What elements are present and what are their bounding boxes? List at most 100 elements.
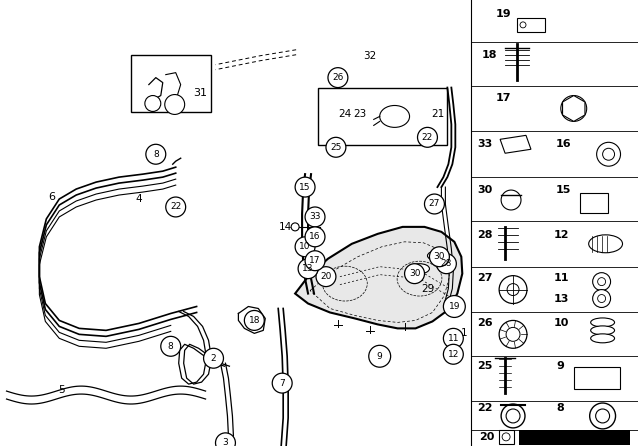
Circle shape — [561, 95, 587, 121]
Circle shape — [316, 267, 336, 287]
Circle shape — [305, 207, 325, 227]
Text: 22: 22 — [477, 403, 493, 413]
Polygon shape — [563, 95, 585, 121]
Text: 26: 26 — [332, 73, 344, 82]
Circle shape — [444, 296, 465, 318]
Circle shape — [499, 320, 527, 348]
Text: 30: 30 — [477, 185, 493, 195]
Text: 15: 15 — [300, 183, 311, 192]
Text: 21: 21 — [431, 109, 444, 120]
Polygon shape — [519, 430, 630, 445]
Circle shape — [596, 142, 621, 166]
Text: 30: 30 — [434, 252, 445, 261]
Circle shape — [598, 294, 605, 302]
Ellipse shape — [591, 334, 614, 343]
Text: 2: 2 — [211, 354, 216, 363]
Text: 11: 11 — [447, 334, 459, 343]
Text: 8: 8 — [168, 342, 173, 351]
Circle shape — [272, 373, 292, 393]
Text: 9: 9 — [556, 361, 564, 371]
Text: 10: 10 — [300, 242, 311, 251]
Text: 33: 33 — [309, 212, 321, 221]
Text: 27: 27 — [477, 273, 493, 283]
Circle shape — [417, 127, 437, 147]
Circle shape — [298, 259, 318, 279]
Ellipse shape — [589, 235, 623, 253]
Circle shape — [596, 409, 609, 423]
Text: 20: 20 — [320, 272, 332, 281]
Circle shape — [295, 177, 315, 197]
Circle shape — [369, 345, 390, 367]
Circle shape — [305, 227, 325, 247]
Circle shape — [404, 264, 424, 284]
Text: 9: 9 — [377, 352, 383, 361]
Text: 7: 7 — [279, 379, 285, 388]
Circle shape — [444, 328, 463, 348]
Text: 32: 32 — [363, 51, 376, 61]
Circle shape — [568, 103, 580, 114]
Text: 26: 26 — [477, 319, 493, 328]
Text: 22: 22 — [422, 133, 433, 142]
Ellipse shape — [591, 318, 614, 327]
Circle shape — [295, 237, 315, 257]
Circle shape — [506, 409, 520, 423]
Text: 28: 28 — [477, 230, 493, 240]
Text: 15: 15 — [556, 185, 572, 195]
Text: 28: 28 — [441, 259, 452, 268]
Circle shape — [305, 251, 325, 271]
Text: 18: 18 — [248, 316, 260, 325]
Circle shape — [326, 138, 346, 157]
Text: 3: 3 — [223, 438, 228, 447]
Circle shape — [216, 433, 236, 448]
Text: 30: 30 — [409, 269, 420, 278]
Text: 29: 29 — [421, 284, 434, 293]
Ellipse shape — [428, 251, 447, 261]
Circle shape — [501, 404, 525, 428]
Circle shape — [593, 289, 611, 307]
Circle shape — [499, 276, 527, 303]
Text: 12: 12 — [447, 350, 459, 359]
Text: 25: 25 — [477, 361, 493, 371]
Text: 8: 8 — [153, 150, 159, 159]
Polygon shape — [500, 135, 531, 153]
Text: 16: 16 — [556, 139, 572, 149]
Ellipse shape — [591, 326, 614, 335]
Ellipse shape — [410, 264, 429, 274]
Circle shape — [424, 194, 444, 214]
FancyBboxPatch shape — [573, 367, 620, 389]
Polygon shape — [295, 227, 462, 328]
Circle shape — [145, 95, 161, 112]
Text: 13: 13 — [554, 293, 570, 304]
Text: 12: 12 — [554, 230, 570, 240]
Text: 22: 22 — [170, 202, 181, 211]
Text: 24: 24 — [339, 109, 351, 120]
Ellipse shape — [380, 105, 410, 127]
Text: 19: 19 — [495, 9, 511, 19]
Text: 5: 5 — [58, 385, 65, 395]
Circle shape — [507, 284, 519, 296]
Text: 11: 11 — [554, 273, 570, 283]
Circle shape — [146, 144, 166, 164]
Circle shape — [603, 148, 614, 160]
Text: 14: 14 — [278, 222, 292, 232]
Text: 8: 8 — [556, 403, 564, 413]
Text: 25: 25 — [330, 143, 342, 152]
Text: 31: 31 — [193, 87, 207, 98]
Circle shape — [204, 348, 223, 368]
Text: 17: 17 — [309, 256, 321, 265]
Text: 6: 6 — [48, 192, 55, 202]
Text: 17: 17 — [495, 93, 511, 103]
Text: 10: 10 — [554, 319, 570, 328]
Circle shape — [429, 247, 449, 267]
Circle shape — [328, 68, 348, 87]
Text: 00223183: 00223183 — [590, 436, 628, 445]
Circle shape — [291, 223, 299, 231]
Circle shape — [506, 327, 520, 341]
Circle shape — [593, 273, 611, 291]
Circle shape — [598, 278, 605, 285]
FancyBboxPatch shape — [131, 55, 211, 112]
Text: 27: 27 — [429, 199, 440, 208]
FancyBboxPatch shape — [517, 18, 545, 32]
Text: 20: 20 — [479, 432, 495, 442]
Circle shape — [161, 336, 180, 356]
